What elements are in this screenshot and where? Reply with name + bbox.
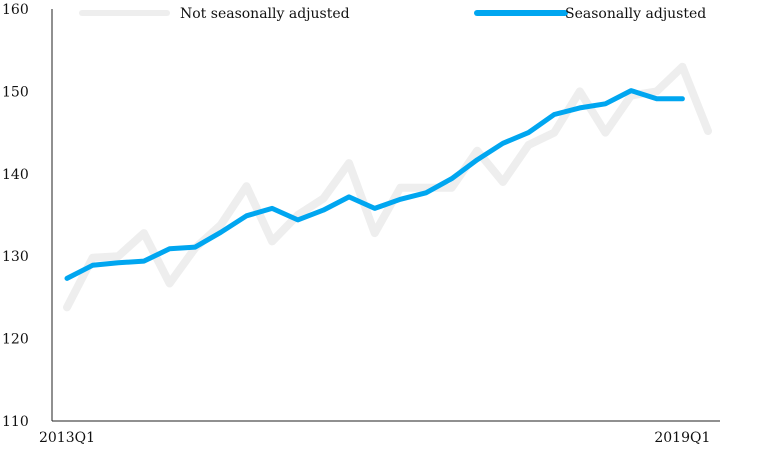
y-tick-label: 120 [2, 332, 29, 348]
x-tick-label-first: 2013Q1 [39, 430, 95, 446]
series-lines [63, 62, 712, 312]
axes [51, 9, 720, 422]
y-tick-label: 110 [2, 414, 29, 430]
legend-label-seasonally-adjusted: Seasonally adjusted [565, 6, 706, 22]
y-tick-labels: 110 120 130 140 150 160 [2, 2, 29, 430]
y-tick-label: 130 [2, 249, 29, 265]
series-line-seasonally-adjusted [64, 88, 685, 281]
x-tick-labels: 2013Q1 2019Q1 [39, 430, 710, 446]
series-line-not-seasonally-adjusted [63, 62, 712, 312]
x-tick-label-last: 2019Q1 [654, 430, 710, 446]
legend: Not seasonally adjusted Seasonally adjus… [79, 6, 706, 22]
y-tick-label: 150 [2, 84, 29, 100]
legend-label-not-seasonally-adjusted: Not seasonally adjusted [180, 6, 350, 22]
y-tick-label: 140 [2, 167, 29, 183]
y-tick-label: 160 [2, 2, 29, 18]
